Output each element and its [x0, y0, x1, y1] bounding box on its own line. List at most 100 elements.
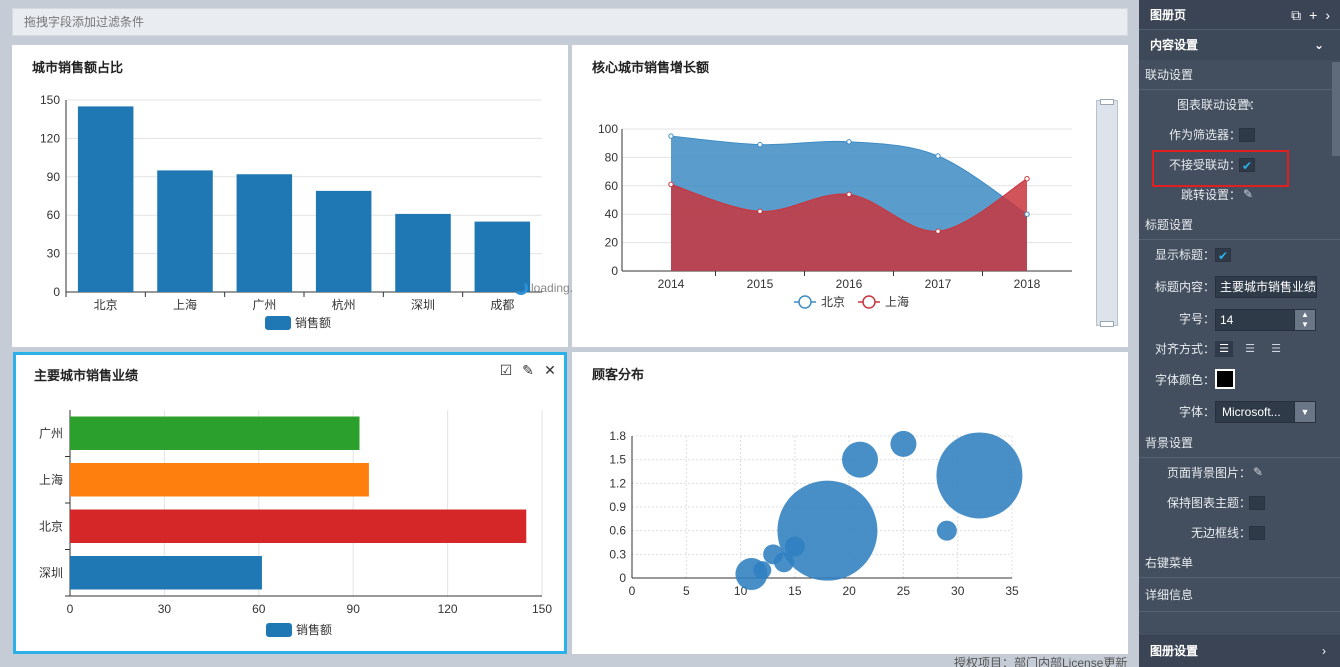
y-tick-label: 80 [605, 150, 619, 164]
x-tick-label: 5 [683, 584, 690, 598]
y-tick-label: 40 [605, 207, 619, 221]
edit-icon[interactable]: ✎ [522, 362, 534, 378]
x-tick-label: 20 [842, 584, 856, 598]
y-tick-label: 0 [53, 285, 60, 299]
legend-label: 北京 [821, 295, 845, 309]
row-align: 对齐方式： ☰ ☰ ☰ [1139, 334, 1340, 364]
x-tick-label: 30 [158, 602, 172, 616]
filter-drop-zone[interactable]: 拖拽字段添加过滤条件 [12, 8, 1128, 36]
datazoom-handle-bottom[interactable] [1100, 321, 1114, 327]
x-tick-label: 90 [347, 602, 361, 616]
edit-icon[interactable]: ✎ [1253, 465, 1264, 479]
sidebar-scrollbar[interactable] [1332, 62, 1340, 156]
font-select[interactable]: Microsoft... [1215, 401, 1295, 423]
font-size-stepper[interactable]: ▲ ▼ [1294, 309, 1316, 331]
chart-panel-core-city-growth[interactable]: 核心城市销售增长额 0 20 40 60 80 100 2014 2015 2016 2017 20… [572, 45, 1128, 347]
chart-link-label: 图表联动设置： [1176, 98, 1261, 112]
align-left-icon[interactable]: ☰ [1215, 341, 1233, 357]
edit-icon[interactable]: ✎ [1243, 187, 1254, 201]
section-context-menu[interactable]: 右键菜单 [1139, 548, 1340, 578]
data-point [846, 191, 852, 198]
datazoom-slider[interactable] [1096, 99, 1118, 327]
legend-swatch [266, 623, 292, 637]
no-link-checkbox[interactable] [1239, 151, 1255, 181]
series-area [671, 178, 1027, 271]
datazoom-handle-top[interactable] [1100, 99, 1114, 105]
x-tick-label: 2014 [658, 277, 685, 291]
album-settings-toggle[interactable]: 图册设置 › [1139, 635, 1340, 667]
x-tick-label: 0 [629, 584, 636, 598]
legend-label: 上海 [885, 294, 909, 309]
no-border-label: 无边框线： [1190, 526, 1251, 540]
x-tick-label: 120 [438, 602, 458, 616]
data-point [1024, 211, 1030, 217]
keep-theme-label: 保持图表主题： [1166, 496, 1251, 510]
chart-panel-customer-distribution[interactable]: 顾客分布 0 0.3 0.6 0.9 1.2 1.5 1.8 0 5 10 15 20 25 30 35 [572, 352, 1128, 654]
title-content-input[interactable]: 主要城市销售业绩 [1215, 276, 1317, 298]
x-tick-label: 150 [532, 602, 552, 616]
bar [70, 509, 527, 543]
close-icon[interactable]: ✕ [544, 362, 556, 378]
data-point [757, 208, 763, 215]
chevron-right-icon[interactable]: › [1325, 7, 1330, 23]
chart-panel-city-sales-share[interactable]: 城市销售额占比 0 30 60 90 120 150 北京 上海 广州 杭州 深圳 成都 销售额 [12, 45, 568, 347]
font-color-swatch[interactable] [1215, 369, 1235, 389]
y-tick-label: 20 [605, 236, 619, 250]
area-chart: 0 20 40 60 80 100 2014 2015 2016 2017 2018 北京 上海 [598, 122, 1072, 309]
sidebar-header: 图册页 ⧉ + › [1139, 0, 1340, 30]
jump-label: 跳转设置： [1180, 188, 1241, 202]
y-tick-label: 北京 [39, 519, 63, 533]
row-chart-link: 图表联动设置： ✎ [1139, 90, 1340, 120]
chevron-down-icon[interactable]: ▼ [1294, 401, 1316, 423]
highlight-box [1152, 150, 1289, 187]
bubble [936, 520, 957, 541]
edit-icon[interactable]: ✎ [1243, 97, 1254, 111]
font-size-input[interactable]: 14 [1215, 309, 1295, 331]
align-center-icon[interactable]: ☰ [1245, 343, 1255, 355]
panel-title: 顾客分布 [592, 367, 645, 382]
row-font-size: 字号： 14 ▲ ▼ [1139, 304, 1340, 334]
bar [315, 190, 372, 292]
chart-panel-major-city-performance[interactable]: 主要城市销售业绩 ☑ ✎ ✕ 0 30 60 90 120 150 深圳 北京 上海 广州 销售额 [13, 352, 567, 654]
section-detail-info[interactable]: 详细信息 [1139, 578, 1340, 612]
bar [70, 416, 360, 450]
content-settings-label: 内容设置 [1150, 38, 1199, 52]
legend-marker [862, 295, 876, 309]
align-right-icon[interactable]: ☰ [1271, 343, 1281, 355]
x-tick-label: 2018 [1014, 277, 1041, 291]
x-tick-label: 成都 [490, 298, 514, 312]
bubble-chart: 00.30.60.91.21.51.80 5 10 15 20 25 30 35 [609, 429, 1023, 598]
x-tick-label: 广州 [252, 298, 276, 312]
bar [70, 463, 369, 497]
no-link-label: 不接受联动： [1168, 158, 1241, 172]
row-keep-theme: 保持图表主题： [1139, 488, 1340, 518]
y-tick-label: 60 [47, 208, 61, 222]
data-point [935, 228, 941, 234]
add-icon[interactable]: + [1309, 7, 1318, 23]
panel-title: 主要城市销售业绩 [34, 368, 139, 383]
content-settings-toggle[interactable]: 内容设置 ⌄ [1139, 30, 1340, 60]
bubble [890, 430, 917, 457]
row-font-color: 字体颜色： [1139, 364, 1340, 396]
row-page-bg: 页面背景图片： ✎ [1139, 458, 1340, 488]
y-tick-label: 90 [47, 170, 61, 184]
bubble [753, 561, 772, 580]
bubble [936, 432, 1023, 519]
bar [474, 221, 531, 292]
as-filter-checkbox[interactable] [1239, 128, 1255, 142]
as-filter-label: 作为筛选器： [1168, 128, 1241, 142]
settings-sidebar: 图册页 ⧉ + › 内容设置 ⌄ 联动设置 图表联动设置： ✎ 作为筛选器： 不… [1139, 0, 1340, 667]
show-title-checkbox[interactable] [1215, 241, 1231, 271]
y-tick-label: 150 [40, 93, 60, 107]
data-point [668, 181, 674, 188]
keep-theme-checkbox[interactable] [1249, 496, 1265, 510]
select-icon[interactable]: ☑ [499, 362, 513, 378]
copy-page-icon[interactable]: ⧉ [1291, 7, 1302, 23]
x-tick-label: 2017 [925, 277, 952, 291]
no-border-checkbox[interactable] [1249, 526, 1265, 540]
row-show-title: 显示标题： [1139, 240, 1340, 271]
y-tick-label: 广州 [39, 426, 63, 440]
data-point [846, 139, 852, 145]
x-tick-label: 60 [252, 602, 266, 616]
bar [70, 556, 262, 590]
